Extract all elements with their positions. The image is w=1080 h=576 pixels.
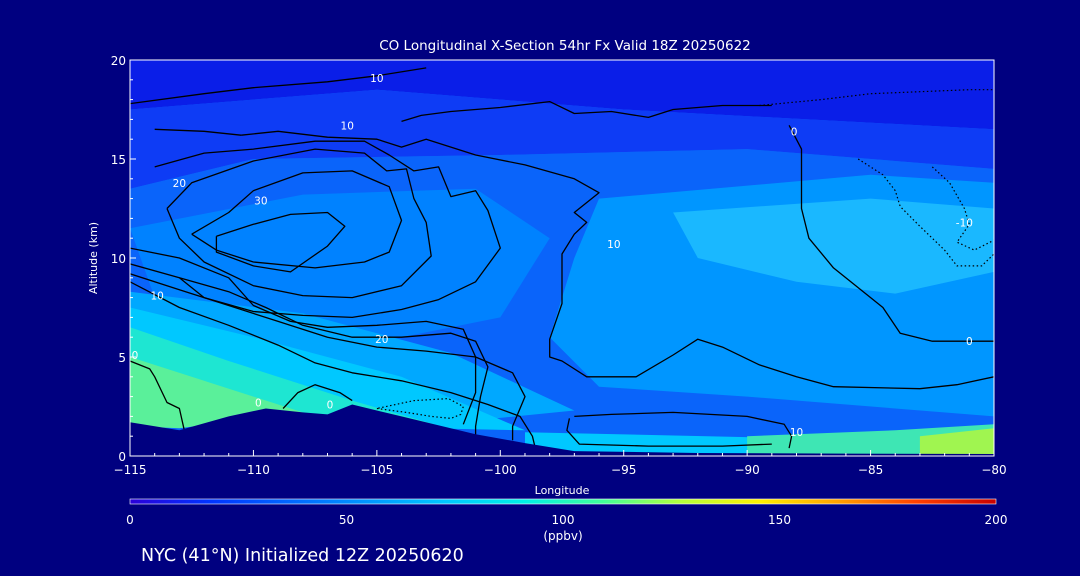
y-tick-label-3: 15 [111,153,126,167]
x-axis-title: Longitude [535,484,590,497]
contour-label-11: 0 [255,398,262,410]
contour-line-9 [130,273,526,441]
colorbar-tick-label-4: 200 [985,513,1008,527]
x-tick-label-6: −85 [858,463,883,477]
initialization-footer: NYC (41°N) Initialized 12Z 20250620 [141,546,464,566]
contour-line-8 [215,211,346,273]
negative-contour-line-0 [759,89,994,107]
contour-label-6: -10 [956,217,973,229]
x-tick-label-3: −100 [484,463,517,477]
contour-line-13 [130,360,185,431]
y-axis-title: Altitude (km) [87,222,100,294]
colorbar-tick-labels: 0 50 100 150 200 [126,513,1007,527]
contour-label-5: 10 [607,239,620,251]
terrain-profile [130,404,994,456]
contour-labels: 10 10 0 20 30 10 -10 10 20 0 0 0 0 10 [132,73,973,439]
colorbar: 0 50 100 150 200 (ppbv) [126,498,1007,543]
negative-contour-line-3 [376,397,465,420]
contour-line-10 [130,263,489,443]
contour-line-12 [130,247,477,425]
plot-frame [129,59,995,457]
colorbar-unit: (ppbv) [543,529,582,543]
contour-label-1: 10 [341,120,354,132]
contour-line-15 [574,411,793,449]
contour-label-9: 0 [966,336,973,348]
colorbar-tick-label-3: 150 [768,513,791,527]
concentration-band-0 [130,60,994,130]
contour-line-11 [130,281,536,447]
x-axis: −115 −110 −105 −100 −95 −90 −85 −80 [114,450,1007,477]
concentration-band-1 [130,89,994,189]
x-tick-label-1: −110 [237,463,270,477]
x-tick-label-0: −115 [114,463,147,477]
colorbar-strip [129,498,997,505]
contour-label-2: 0 [791,126,798,138]
chart-title: CO Longitudinal X-Section 54hr Fx Valid … [379,38,751,54]
colorbar-tick-label-1: 50 [339,513,354,527]
concentration-band-5 [673,198,994,294]
x-tick-label-4: −95 [611,463,636,477]
concentration-band-12 [919,428,994,455]
contour-label-4: 30 [254,196,267,208]
contour-lines [130,67,994,449]
x-tick-label-5: −90 [734,463,759,477]
y-tick-label-4: 20 [111,54,126,68]
contour-line-7 [191,170,403,269]
contour-line-5 [154,140,501,319]
y-tick-label-1: 5 [118,351,126,365]
contour-line-2 [788,124,994,342]
contour-label-12: 0 [327,400,334,412]
contour-line-1 [401,100,772,123]
colorbar-tick-label-2: 100 [552,513,575,527]
contour-label-3: 20 [173,178,186,190]
y-tick-label-0: 0 [118,450,126,464]
contour-line-6 [166,148,432,299]
contour-label-8: 20 [375,334,388,346]
contour-label-13: 10 [790,427,803,439]
contour-line-3 [241,130,994,390]
y-tick-label-2: 10 [111,252,126,266]
contour-label-0: 10 [370,73,383,85]
plot-area: 10 10 0 20 30 10 -10 10 20 0 0 0 0 10 [130,60,994,456]
concentration-band-3 [130,188,550,338]
x-tick-label-2: −105 [360,463,393,477]
contour-line-16 [566,418,772,447]
negative-contour-line-1 [857,158,994,267]
contour-line-14 [282,384,353,409]
contour-label-10: 0 [132,350,139,362]
x-tick-label-7: −80 [981,463,1006,477]
contour-line-4 [154,128,242,136]
colorbar-tick-label-0: 0 [126,513,134,527]
terrain-mask [130,404,994,456]
contour-line-0 [130,67,427,105]
contour-label-7: 10 [150,291,163,303]
